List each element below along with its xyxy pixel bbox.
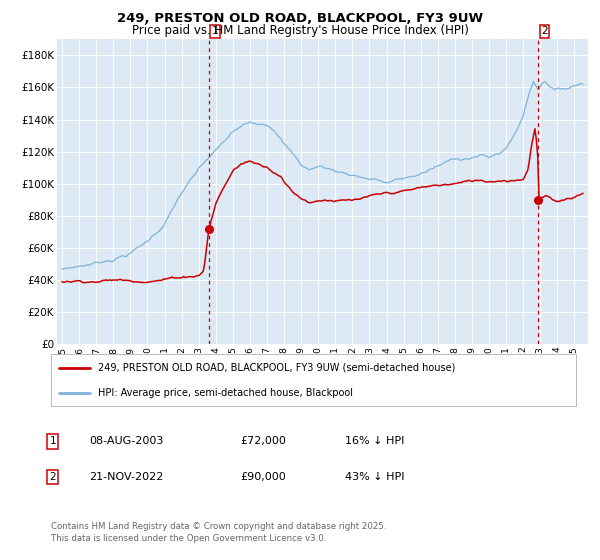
Text: 2: 2 — [49, 472, 56, 482]
Text: 249, PRESTON OLD ROAD, BLACKPOOL, FY3 9UW: 249, PRESTON OLD ROAD, BLACKPOOL, FY3 9U… — [117, 12, 483, 25]
Text: HPI: Average price, semi-detached house, Blackpool: HPI: Average price, semi-detached house,… — [98, 388, 353, 398]
Text: 16% ↓ HPI: 16% ↓ HPI — [345, 436, 404, 446]
Text: Price paid vs. HM Land Registry's House Price Index (HPI): Price paid vs. HM Land Registry's House … — [131, 24, 469, 36]
Text: 249, PRESTON OLD ROAD, BLACKPOOL, FY3 9UW (semi-detached house): 249, PRESTON OLD ROAD, BLACKPOOL, FY3 9U… — [98, 363, 455, 373]
Text: 43% ↓ HPI: 43% ↓ HPI — [345, 472, 404, 482]
Text: 2: 2 — [541, 26, 548, 36]
Text: £72,000: £72,000 — [240, 436, 286, 446]
Text: 08-AUG-2003: 08-AUG-2003 — [89, 436, 163, 446]
Text: Contains HM Land Registry data © Crown copyright and database right 2025.
This d: Contains HM Land Registry data © Crown c… — [51, 522, 386, 543]
Text: 21-NOV-2022: 21-NOV-2022 — [89, 472, 163, 482]
Text: £90,000: £90,000 — [240, 472, 286, 482]
Text: 1: 1 — [49, 436, 56, 446]
Text: 1: 1 — [212, 26, 218, 36]
